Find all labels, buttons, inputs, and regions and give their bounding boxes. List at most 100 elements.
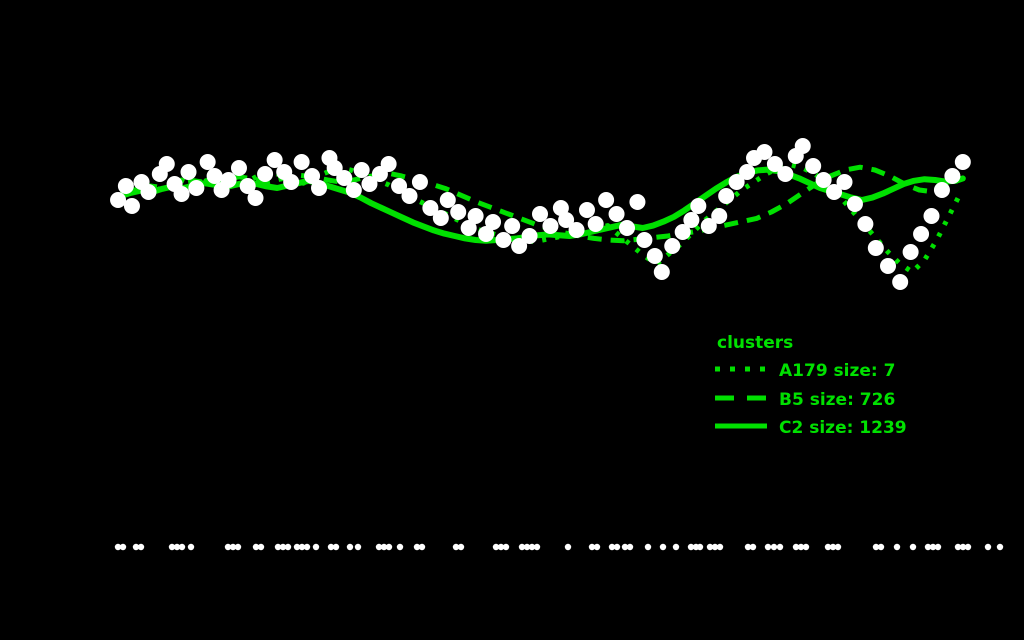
scatter-point bbox=[608, 206, 625, 222]
scatter-point bbox=[902, 244, 919, 260]
rug-tick bbox=[792, 543, 800, 551]
scatter-point bbox=[923, 208, 940, 224]
rug-tick bbox=[716, 543, 724, 551]
rug-tick bbox=[672, 543, 680, 551]
rug-tick bbox=[518, 543, 526, 551]
rug-tick bbox=[173, 543, 181, 551]
scatter-point bbox=[478, 226, 495, 242]
rug-tick bbox=[492, 543, 500, 551]
scatter-point bbox=[511, 238, 528, 254]
scatter-point bbox=[110, 192, 127, 208]
rug-tick bbox=[824, 543, 832, 551]
rug-tick bbox=[418, 543, 426, 551]
rug-tick bbox=[564, 543, 572, 551]
rug-tick bbox=[224, 543, 232, 551]
rug-tick bbox=[984, 543, 992, 551]
scatter-point bbox=[495, 232, 512, 248]
scatter-point bbox=[578, 202, 595, 218]
scatter-point bbox=[542, 218, 559, 234]
scatter-point bbox=[794, 138, 811, 154]
scatter-point bbox=[718, 188, 735, 204]
rug-tick bbox=[293, 543, 301, 551]
rug-tick bbox=[644, 543, 652, 551]
scatter-point bbox=[836, 174, 853, 190]
rug-tick bbox=[909, 543, 917, 551]
rug-tick bbox=[413, 543, 421, 551]
scatter-point bbox=[180, 164, 197, 180]
rug-tick bbox=[877, 543, 885, 551]
rug-tick bbox=[954, 543, 962, 551]
rug-tick bbox=[613, 543, 621, 551]
rug-tick bbox=[608, 543, 616, 551]
rug-tick bbox=[959, 543, 967, 551]
rug-tick bbox=[924, 543, 932, 551]
scatter-point bbox=[944, 168, 961, 184]
rug-tick bbox=[797, 543, 805, 551]
rug-tick bbox=[119, 543, 127, 551]
rug-tick bbox=[380, 543, 388, 551]
scatter-point bbox=[674, 224, 691, 240]
scatter-layer bbox=[110, 138, 971, 290]
legend-entry-0[interactable]: A179 size: 7 bbox=[715, 361, 895, 381]
scatter-point bbox=[558, 212, 575, 228]
legend: clusters A179 size: 7 B5 size: 726 C2 si… bbox=[715, 333, 907, 438]
legend-entry-1[interactable]: B5 size: 726 bbox=[715, 390, 895, 410]
scatter-point bbox=[913, 226, 930, 242]
scatter-point bbox=[521, 228, 538, 244]
rug-tick bbox=[354, 543, 362, 551]
scatter-point bbox=[220, 172, 237, 188]
rug-tick bbox=[749, 543, 757, 551]
scatter-point bbox=[739, 164, 756, 180]
rug-tick bbox=[457, 543, 465, 551]
scatter-point bbox=[664, 238, 681, 254]
scatter-point bbox=[552, 200, 569, 216]
rug-tick bbox=[872, 543, 880, 551]
scatter-point bbox=[188, 180, 205, 196]
rug-tick bbox=[834, 543, 842, 551]
rug-tick bbox=[332, 543, 340, 551]
scatter-point bbox=[532, 206, 548, 222]
scatter-point bbox=[391, 178, 408, 194]
scatter-point bbox=[653, 264, 670, 280]
scatter-point bbox=[123, 198, 140, 214]
rug-tick bbox=[934, 543, 942, 551]
scatter-point bbox=[619, 220, 635, 236]
rug-tick bbox=[137, 543, 145, 551]
rug-tick bbox=[626, 543, 634, 551]
scatter-point bbox=[504, 218, 521, 234]
scatter-point bbox=[598, 192, 615, 208]
rug-tick bbox=[346, 543, 354, 551]
rug-tick bbox=[178, 543, 186, 551]
rug-tick bbox=[452, 543, 460, 551]
scatter-point bbox=[361, 176, 378, 192]
legend-entry-2[interactable]: C2 size: 1239 bbox=[715, 418, 907, 438]
scatter-point bbox=[199, 154, 216, 170]
scatter-point bbox=[353, 162, 370, 178]
scatter-point bbox=[933, 182, 950, 198]
rug-tick bbox=[284, 543, 292, 551]
scatter-point bbox=[266, 152, 283, 168]
scatter-point bbox=[411, 174, 428, 190]
rug-tick bbox=[312, 543, 320, 551]
scatter-point bbox=[450, 204, 467, 220]
scatter-point bbox=[173, 186, 190, 202]
rug-tick bbox=[528, 543, 536, 551]
rug-tick bbox=[706, 543, 714, 551]
rug-tick bbox=[770, 543, 778, 551]
scatter-point bbox=[711, 208, 728, 224]
scatter-point bbox=[728, 174, 745, 190]
rug-tick bbox=[274, 543, 282, 551]
scatter-point bbox=[345, 182, 362, 198]
scatter-point bbox=[422, 200, 439, 216]
rug-tick bbox=[764, 543, 772, 551]
rug-tick bbox=[533, 543, 541, 551]
rug-tick bbox=[229, 543, 237, 551]
scatter-point bbox=[756, 144, 773, 160]
rug-tick bbox=[523, 543, 531, 551]
rug-tick bbox=[279, 543, 287, 551]
rug-tick bbox=[996, 543, 1004, 551]
scatter-point bbox=[467, 208, 484, 224]
scatter-point bbox=[485, 214, 502, 230]
